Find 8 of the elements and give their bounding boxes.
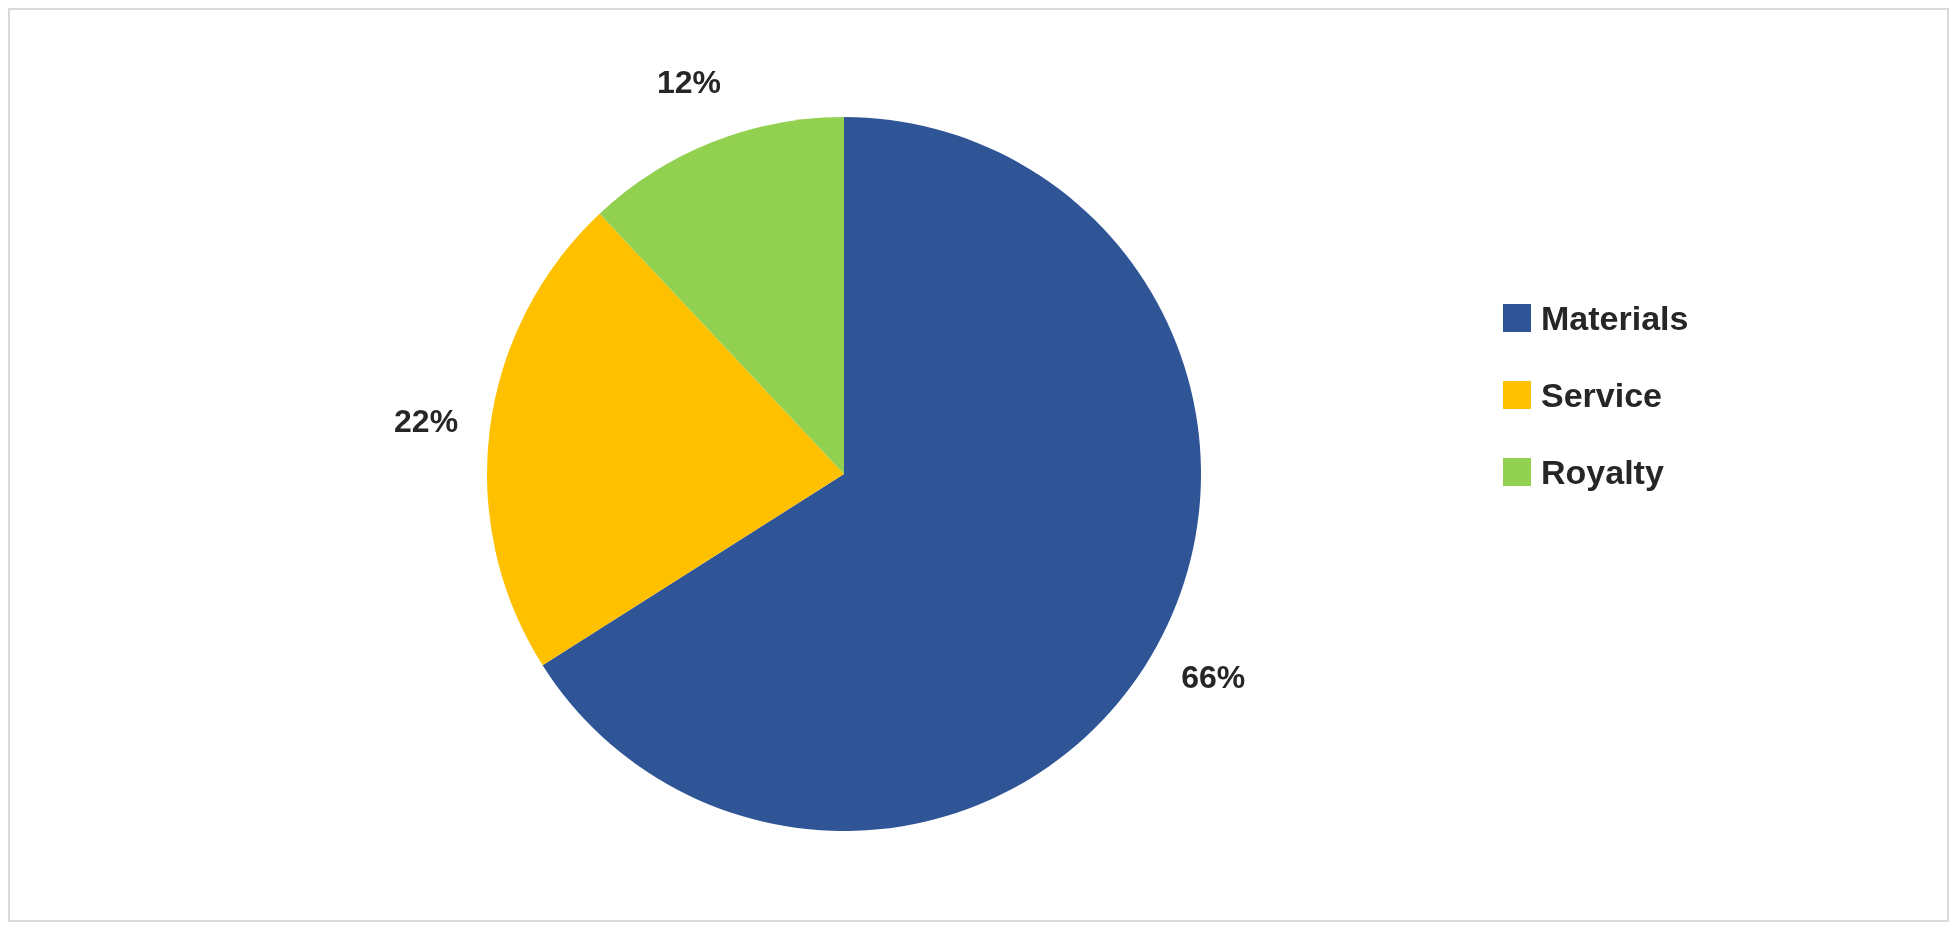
- pie-slice: [487, 213, 844, 666]
- legend-label: Royalty: [1541, 453, 1664, 491]
- data-label: 22%: [394, 403, 459, 440]
- pie-slice: [599, 117, 844, 474]
- legend-label: Service: [1541, 376, 1662, 414]
- data-label: 66%: [1181, 658, 1246, 695]
- data-label: 12%: [656, 64, 721, 101]
- legend-label: Materials: [1541, 299, 1689, 337]
